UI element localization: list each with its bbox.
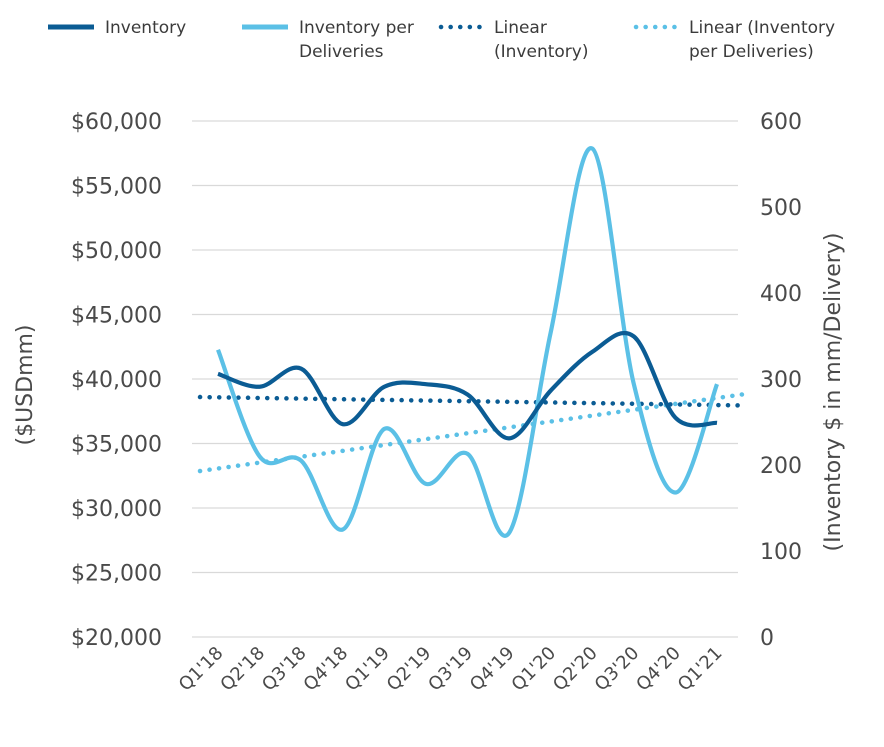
- x-tick-label: Q2'19: [383, 643, 436, 696]
- y2-axis-title: (Inventory $ in mm/Delivery): [821, 233, 846, 552]
- x-tick-label: Q3'19: [424, 643, 477, 696]
- x-tick-label: Q4'19: [466, 643, 519, 696]
- y-axis-left: $20,000 $25,000 $30,000 $35,000 $40,000 $45,0…: [71, 110, 162, 651]
- legend-label: Inventory: [105, 18, 186, 38]
- legend-label: Deliveries: [299, 42, 384, 62]
- legend: Inventory Inventory per Deliveries Linear (I…: [48, 18, 835, 62]
- x-tick-label: Q3'20: [591, 643, 644, 696]
- legend-label: Linear (Inventory: [689, 18, 835, 38]
- x-tick-label: Q1'18: [175, 643, 228, 696]
- y-tick-label: $50,000: [71, 239, 162, 264]
- y2-tick-label: 200: [760, 454, 802, 479]
- legend-label: (Inventory): [494, 42, 588, 62]
- x-axis: Q1'18Q2'18Q3'18Q4'18Q1'19Q2'19Q3'19Q4'19…: [175, 643, 727, 696]
- y-tick-label: $40,000: [71, 368, 162, 393]
- x-tick-label: Q4'20: [632, 643, 685, 696]
- legend-label: Inventory per: [299, 18, 414, 38]
- legend-item: Inventory: [48, 18, 186, 38]
- y-tick-label: $25,000: [71, 562, 162, 587]
- y-tick-label: $35,000: [71, 433, 162, 458]
- y-axis-title: ($USDmm): [13, 324, 38, 445]
- y-tick-label: $60,000: [71, 110, 162, 135]
- series-layer: [197, 146, 745, 538]
- x-tick-label: Q1'21: [674, 643, 727, 696]
- x-tick-label: Q2'20: [549, 643, 602, 696]
- x-tick-label: Q2'18: [216, 643, 269, 696]
- y2-tick-label: 400: [760, 282, 802, 307]
- legend-label: Linear: [494, 18, 547, 38]
- y2-tick-label: 600: [760, 110, 802, 135]
- legend-label: per Deliveries): [689, 42, 814, 62]
- x-tick-label: Q1'19: [341, 643, 394, 696]
- y-tick-label: $45,000: [71, 304, 162, 329]
- y2-tick-label: 300: [760, 368, 802, 393]
- gridlines: [192, 120, 738, 638]
- legend-item: Linear (Inventory per Deliveries): [633, 18, 835, 62]
- legend-item: Linear (Inventory): [438, 18, 588, 62]
- x-tick-label: Q4'18: [300, 643, 353, 696]
- series-line-0: [217, 330, 718, 441]
- series-line-1: [216, 146, 719, 538]
- y-tick-label: $30,000: [71, 497, 162, 522]
- legend-item: Inventory per Deliveries: [242, 18, 414, 62]
- trendline-2: [197, 394, 745, 408]
- y-tick-label: $55,000: [71, 175, 162, 200]
- x-tick-label: Q1'20: [508, 643, 561, 696]
- y2-tick-label: 500: [760, 196, 802, 221]
- y2-tick-label: 100: [760, 540, 802, 565]
- y2-tick-label: 0: [760, 626, 774, 651]
- y-axis-right: 0 100 200 300 400 500 600: [760, 110, 802, 651]
- y-tick-label: $20,000: [71, 626, 162, 651]
- x-tick-label: Q3'18: [258, 643, 311, 696]
